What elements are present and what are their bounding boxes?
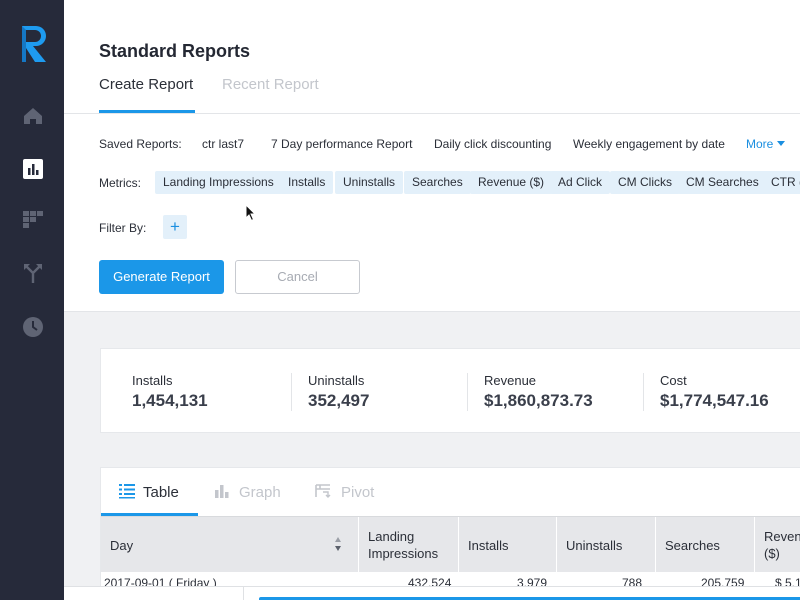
column-header-uninstalls[interactable]: Uninstalls bbox=[557, 517, 656, 573]
saved-report-item[interactable]: Daily click discounting bbox=[434, 137, 552, 151]
column-header-revenue[interactable]: Revenue ($) bbox=[755, 517, 800, 573]
saved-report-item[interactable]: Weekly engagement by date bbox=[573, 137, 725, 151]
metric-chip[interactable]: CTR (%) bbox=[763, 171, 800, 194]
caret-down-icon bbox=[777, 141, 786, 146]
stat-divider bbox=[467, 373, 468, 411]
stat-cost: Cost $1,774,547.16 bbox=[660, 373, 769, 411]
column-header-label: Landing Impressions bbox=[368, 529, 439, 561]
page-title: Standard Reports bbox=[99, 41, 251, 61]
tab-recent-report[interactable]: Recent Report bbox=[222, 76, 319, 93]
table-header: Day Landing Impressions Installs Uninsta… bbox=[101, 516, 800, 573]
stat-divider bbox=[643, 373, 644, 411]
bar-chart-icon bbox=[215, 485, 229, 498]
bottom-divider bbox=[243, 587, 244, 600]
stat-label: Revenue bbox=[484, 373, 537, 388]
split-arrows-icon[interactable] bbox=[22, 262, 44, 284]
add-filter-button[interactable]: + bbox=[163, 215, 187, 239]
cancel-button[interactable]: Cancel bbox=[235, 260, 360, 294]
column-header-label: Searches bbox=[665, 537, 720, 553]
loading-progress-bar bbox=[259, 597, 800, 600]
metric-chip[interactable]: Ad Click bbox=[550, 171, 611, 194]
metrics-label: Metrics: bbox=[99, 176, 141, 190]
stat-value: $1,860,873.73 bbox=[484, 391, 593, 410]
column-header-label: Revenue ($) bbox=[764, 529, 800, 561]
active-view-indicator bbox=[101, 513, 198, 516]
clock-icon[interactable] bbox=[22, 316, 44, 338]
stat-revenue: Revenue $1,860,873.73 bbox=[484, 373, 593, 411]
metric-chip[interactable]: CM Searches bbox=[678, 171, 767, 194]
stat-label: Installs bbox=[132, 373, 173, 388]
report-builder-panel: Standard Reports Create Report Recent Re… bbox=[64, 0, 800, 312]
saved-report-item[interactable]: ctr last7 bbox=[202, 137, 245, 151]
stat-divider bbox=[291, 373, 292, 411]
grid-icon[interactable] bbox=[22, 209, 44, 231]
bottom-bar bbox=[64, 586, 800, 600]
mouse-cursor-icon bbox=[245, 204, 257, 222]
home-icon[interactable] bbox=[22, 105, 44, 127]
sort-icon[interactable] bbox=[334, 535, 342, 553]
more-label: More bbox=[746, 137, 774, 151]
generate-report-button[interactable]: Generate Report bbox=[99, 260, 224, 294]
metric-chip[interactable]: CM Clicks bbox=[610, 171, 680, 194]
more-saved-reports-button[interactable]: More bbox=[746, 137, 786, 151]
column-header-label: Uninstalls bbox=[566, 537, 623, 553]
sidebar bbox=[0, 0, 64, 600]
metric-chip[interactable]: Revenue ($) bbox=[470, 171, 553, 194]
column-header-landing-impressions[interactable]: Landing Impressions bbox=[359, 517, 459, 573]
summary-stats-card: Installs 1,454,131 Uninstalls 352,497 Re… bbox=[100, 348, 800, 433]
reports-icon[interactable] bbox=[22, 158, 44, 180]
column-header-day[interactable]: Day bbox=[101, 517, 359, 573]
column-header-label: Day bbox=[110, 537, 134, 553]
active-tab-indicator bbox=[99, 110, 195, 113]
stat-value: 352,497 bbox=[308, 391, 370, 410]
stat-label: Uninstalls bbox=[308, 373, 365, 388]
tab-create-report[interactable]: Create Report bbox=[99, 76, 194, 93]
filter-label: Filter By: bbox=[99, 221, 147, 235]
saved-report-item[interactable]: 7 Day performance Report bbox=[271, 137, 413, 151]
stat-value: $1,774,547.16 bbox=[660, 391, 769, 410]
column-header-searches[interactable]: Searches bbox=[656, 517, 755, 573]
metric-chip[interactable]: Uninstalls bbox=[335, 171, 404, 194]
stat-installs: Installs 1,454,131 bbox=[132, 373, 208, 411]
column-header-installs[interactable]: Installs bbox=[459, 517, 557, 573]
metric-chip[interactable]: Installs bbox=[280, 171, 334, 194]
metric-chip[interactable]: Searches bbox=[404, 171, 471, 194]
tab-graph-view[interactable]: Graph bbox=[239, 484, 281, 501]
results-card: Table Graph Pivot Day Landing Impression… bbox=[100, 467, 800, 600]
stat-label: Cost bbox=[660, 373, 687, 388]
column-header-label: Installs bbox=[468, 537, 509, 553]
tab-table-view[interactable]: Table bbox=[143, 484, 179, 501]
brand-logo-icon[interactable] bbox=[22, 26, 46, 62]
saved-reports-label: Saved Reports: bbox=[99, 137, 182, 151]
tab-pivot-view[interactable]: Pivot bbox=[341, 484, 375, 501]
tabs-divider bbox=[64, 113, 800, 114]
metric-chip[interactable]: Landing Impressions bbox=[155, 171, 282, 194]
table-icon bbox=[119, 484, 135, 499]
stat-value: 1,454,131 bbox=[132, 391, 208, 410]
stat-uninstalls: Uninstalls 352,497 bbox=[308, 373, 369, 411]
pivot-icon bbox=[315, 484, 331, 498]
